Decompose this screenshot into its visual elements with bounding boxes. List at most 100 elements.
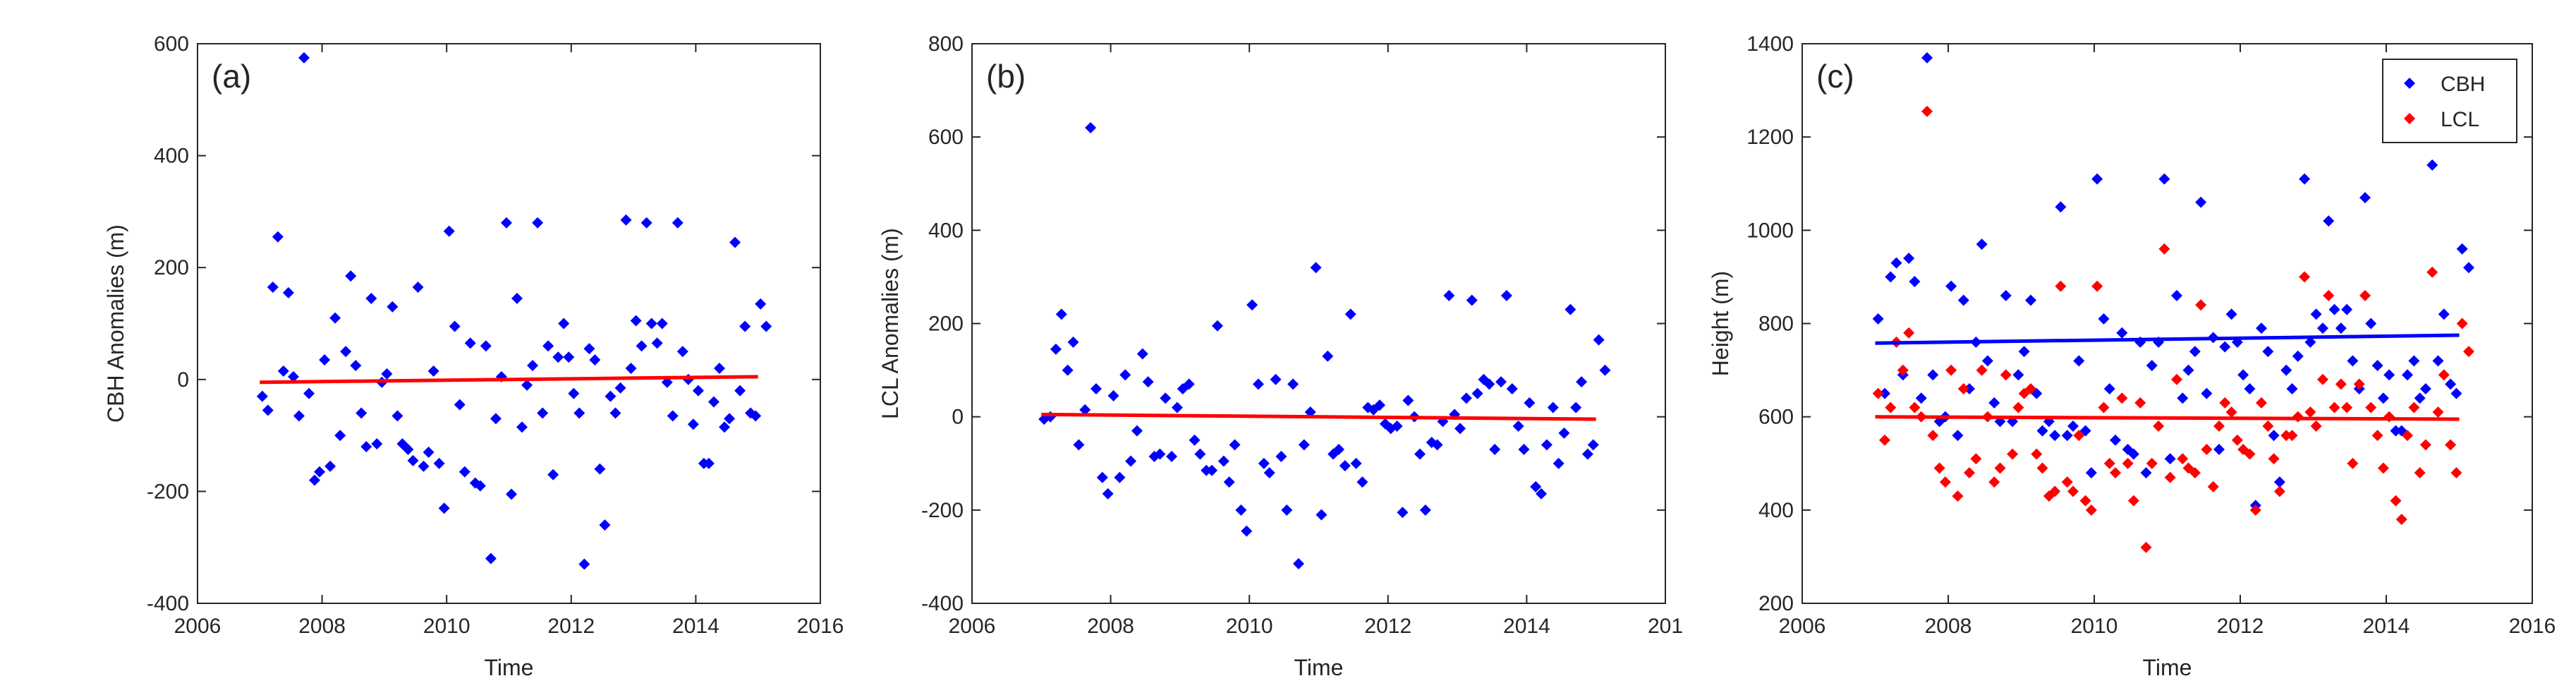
series-data-point xyxy=(1142,376,1154,388)
cbh-legend-label: CBH xyxy=(2441,73,2485,96)
series-data-point xyxy=(427,365,439,377)
cbh-data-point xyxy=(2273,476,2285,488)
series-data-point xyxy=(1316,509,1328,521)
series-data-point xyxy=(636,340,648,352)
lcl-data-point xyxy=(2177,453,2189,465)
lcl-data-point xyxy=(2140,541,2152,553)
series-data-point xyxy=(1217,455,1229,467)
series-data-point xyxy=(573,407,585,419)
series-data-point xyxy=(1402,394,1414,406)
lcl-data-point xyxy=(1964,466,1976,478)
lcl-data-point xyxy=(2055,280,2067,292)
lcl-data-point xyxy=(2256,397,2268,409)
series-data-point xyxy=(542,340,554,352)
y-tick-label: 1200 xyxy=(1746,126,1794,149)
cbh-data-point xyxy=(2073,355,2085,367)
cbh-data-point xyxy=(2419,383,2431,395)
cbh-data-point xyxy=(2000,289,2012,301)
cbh-data-point xyxy=(2371,359,2383,371)
series-data-point xyxy=(1581,448,1593,460)
lcl-data-point xyxy=(2085,504,2097,516)
cbh-data-point xyxy=(2359,192,2371,204)
series-data-point xyxy=(1275,450,1287,462)
series-data-point xyxy=(1055,308,1067,320)
lcl-data-point xyxy=(2134,397,2146,409)
lcl-data-point xyxy=(1885,402,1897,414)
series-data-point xyxy=(527,359,539,371)
x-tick-label: 2006 xyxy=(1779,615,1826,638)
lcl-data-point xyxy=(2098,402,2110,414)
series-data-point xyxy=(1356,476,1368,488)
series-data-point xyxy=(1454,423,1466,435)
series-data-point xyxy=(755,298,767,310)
series-data-point xyxy=(287,370,299,382)
axes-frame xyxy=(197,43,821,604)
lcl-data-point xyxy=(1988,476,2000,488)
series-data-point xyxy=(1079,404,1091,416)
cbh-data-point xyxy=(2335,322,2347,334)
lcl-data-point xyxy=(2225,406,2237,418)
cbh-data-point xyxy=(1964,383,1976,395)
cbh-data-point xyxy=(2127,448,2139,460)
series-data-point xyxy=(334,430,346,442)
y-tick-label: -400 xyxy=(147,592,189,615)
cbh-data-point xyxy=(2067,420,2079,432)
lcl-data-point xyxy=(2408,402,2420,414)
series-data-point xyxy=(423,446,435,458)
lcl-data-point xyxy=(2462,346,2474,358)
lcl-data-point xyxy=(2067,485,2079,497)
series-data-point xyxy=(490,413,502,425)
cbh-data-point xyxy=(2328,303,2340,315)
y-axis-label: CBH Anomalies (m) xyxy=(103,224,128,423)
series-data-point xyxy=(1553,457,1565,469)
series-data-point xyxy=(1506,383,1518,395)
series-data-point xyxy=(1524,397,1536,409)
lcl-data-point xyxy=(2061,476,2073,488)
trend-line xyxy=(1875,333,2460,345)
series-data-point xyxy=(1189,434,1201,446)
series-data-point xyxy=(1431,439,1443,451)
series-data-point xyxy=(1131,425,1143,437)
cbh-data-point xyxy=(2347,355,2359,367)
y-tick-label: 0 xyxy=(952,406,964,429)
series-data-point xyxy=(1500,289,1512,301)
series-data-point xyxy=(1495,376,1507,388)
series-data-point xyxy=(552,351,564,363)
series-data-point xyxy=(1489,443,1501,455)
lcl-data-point xyxy=(2419,439,2431,451)
cbh-data-point xyxy=(1878,387,1890,399)
lcl-data-point xyxy=(2268,453,2280,465)
x-tick-label: 2012 xyxy=(1364,615,1411,638)
lcl-data-point xyxy=(2049,485,2061,497)
lcl-data-point xyxy=(2426,266,2438,278)
y-tick-label: 600 xyxy=(928,126,964,149)
lcl-data-point xyxy=(2036,462,2048,474)
series-data-point xyxy=(1483,378,1495,390)
panel-a: 2006 2008 2010 2012 2014 2016 -400 -200 0 200 400 6… xyxy=(103,32,844,680)
lcl-data-point xyxy=(2359,289,2371,301)
lcl-data-point xyxy=(1970,453,1982,465)
series-data-point xyxy=(381,368,393,380)
series-data-point xyxy=(1258,457,1270,469)
series-data-point xyxy=(360,440,372,452)
cbh-data-point xyxy=(2012,369,2024,381)
y-tick-label: 1400 xyxy=(1746,32,1794,56)
panel-c: 2006 2008 2010 2012 2014 2016 200 400 600 800 1000… xyxy=(1708,32,2556,680)
y-tick-label: 600 xyxy=(154,32,189,56)
series-data-point xyxy=(729,236,741,248)
series-data-point xyxy=(309,474,321,486)
lcl-data-point xyxy=(2280,430,2292,442)
series-data-point xyxy=(438,502,450,514)
series-data-point xyxy=(625,362,637,374)
series-data-point xyxy=(1154,448,1166,460)
x-tick-label: 2016 xyxy=(2509,615,2556,638)
x-axis-label: Time xyxy=(485,655,534,680)
series-data-point xyxy=(640,217,652,229)
cbh-data-point xyxy=(2304,336,2316,348)
series-data-point xyxy=(1136,348,1148,360)
series-data-point xyxy=(443,225,455,237)
series-data-point xyxy=(1374,399,1386,411)
lcl-data-point xyxy=(2273,485,2285,497)
series-data-point xyxy=(692,385,704,397)
x-tick-label: 2012 xyxy=(547,615,595,638)
